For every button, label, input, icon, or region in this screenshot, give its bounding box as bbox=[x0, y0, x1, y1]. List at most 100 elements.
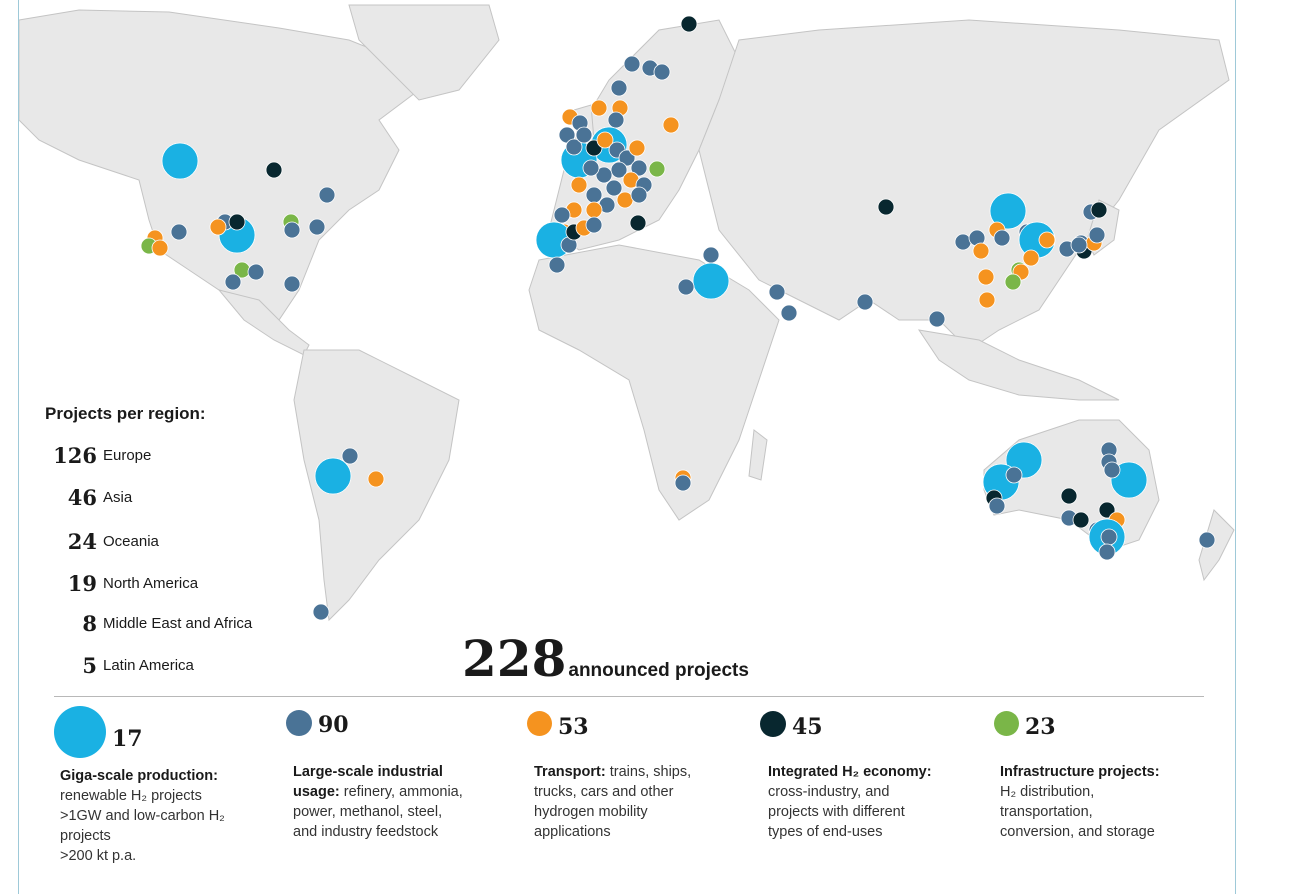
category-title: Infrastructure projects: bbox=[1000, 764, 1160, 780]
desc-line: hydrogen mobility bbox=[534, 804, 648, 820]
industrial-project-dot bbox=[1088, 226, 1106, 244]
transport-project-dot bbox=[978, 291, 996, 309]
region-row-latin-america: 5 Latin America bbox=[45, 650, 194, 680]
category-description: Integrated H₂ economy: cross-industry, a… bbox=[768, 762, 980, 842]
industrial-project-dot bbox=[548, 256, 566, 274]
integrated-project-dot bbox=[680, 15, 698, 33]
industrial-project-dot bbox=[993, 229, 1011, 247]
category-integrated: 45 Integrated H₂ economy: cross-industry… bbox=[760, 706, 980, 842]
region-name: Asia bbox=[103, 488, 133, 506]
region-legend: Projects per region: 126 Europe 46 Asia … bbox=[45, 404, 252, 678]
region-count: 8 bbox=[82, 610, 97, 636]
industrial-project-dot bbox=[585, 186, 603, 204]
category-description: Infrastructure projects: H₂ distribution… bbox=[1000, 762, 1204, 842]
category-giga: 17 Giga-scale production: renewable H₂ p… bbox=[54, 706, 274, 866]
continents bbox=[19, 4, 1235, 622]
region-count: 5 bbox=[82, 652, 97, 678]
integrated-project-dot bbox=[1060, 487, 1078, 505]
industrial-project-dot bbox=[702, 246, 720, 264]
desc-line: projects with different bbox=[768, 804, 905, 820]
category-title: Transport: bbox=[534, 764, 606, 780]
giga-project-dot bbox=[692, 262, 730, 300]
total-count: 228 bbox=[462, 629, 567, 688]
region-row-europe: 126 Europe bbox=[45, 440, 151, 470]
transport-project-dot bbox=[585, 201, 603, 219]
industrial-project-dot bbox=[585, 216, 603, 234]
transport-project-dot bbox=[1022, 249, 1040, 267]
desc-line: power, methanol, steel, bbox=[293, 804, 443, 820]
desc-line: types of end-uses bbox=[768, 824, 883, 840]
region-count: 24 bbox=[67, 528, 97, 554]
industrial-project-dot bbox=[575, 126, 593, 144]
category-title: Giga-scale production: bbox=[60, 768, 218, 784]
category-title-cont: usage: bbox=[293, 784, 340, 800]
asia bbox=[698, 19, 1230, 351]
transport-dot-icon bbox=[527, 711, 552, 736]
region-count: 46 bbox=[67, 484, 97, 510]
industrial-project-dot bbox=[312, 603, 330, 621]
desc-line: renewable H₂ projects bbox=[60, 788, 202, 804]
frame bbox=[18, 0, 1236, 894]
industrial-project-dot bbox=[308, 218, 326, 236]
transport-project-dot bbox=[570, 176, 588, 194]
north-america bbox=[19, 9, 420, 321]
region-count: 19 bbox=[67, 570, 97, 596]
region-name: Oceania bbox=[103, 532, 159, 550]
industrial-project-dot bbox=[565, 138, 583, 156]
transport-project-dot bbox=[972, 242, 990, 260]
region-row-oceania: 24 Oceania bbox=[45, 526, 159, 556]
industrial-project-dot bbox=[283, 221, 301, 239]
industrial-project-dot bbox=[610, 161, 628, 179]
desc-line: >1GW and low-carbon H₂ bbox=[60, 808, 225, 824]
integrated-project-dot bbox=[629, 214, 647, 232]
region-row-middle-east-africa: 8 Middle East and Africa bbox=[45, 608, 252, 638]
industrial-project-dot bbox=[1098, 543, 1116, 561]
infrastructure-project-dot bbox=[1004, 273, 1022, 291]
industrial-project-dot bbox=[1100, 528, 1118, 546]
region-legend-title: Projects per region: bbox=[45, 404, 206, 423]
industrial-project-dot bbox=[1070, 236, 1088, 254]
transport-project-dot bbox=[590, 99, 608, 117]
desc-line: H₂ distribution, bbox=[1000, 784, 1095, 800]
industrial-project-dot bbox=[1103, 461, 1121, 479]
category-description: Large-scale industrial usage: refinery, … bbox=[293, 762, 506, 842]
desc-line: cross-industry, and bbox=[768, 784, 890, 800]
africa bbox=[528, 244, 780, 521]
transport-project-dot bbox=[628, 139, 646, 157]
total-label: announced projects bbox=[568, 660, 749, 681]
category-title: Large-scale industrial bbox=[293, 764, 443, 780]
integrated-project-dot bbox=[265, 161, 283, 179]
industrial-project-dot bbox=[677, 278, 695, 296]
desc-line: trains, ships, bbox=[609, 764, 692, 780]
giga-project-dot bbox=[161, 142, 199, 180]
industrial-project-dot bbox=[988, 497, 1006, 515]
region-count: 126 bbox=[53, 442, 97, 468]
industrial-project-dot bbox=[170, 223, 188, 241]
divider bbox=[54, 696, 1204, 697]
category-title: Integrated H₂ economy: bbox=[768, 764, 932, 780]
giga-dot-icon bbox=[54, 706, 106, 758]
region-row-asia: 46 Asia bbox=[45, 482, 132, 512]
greenland bbox=[348, 4, 500, 101]
desc-line: refinery, ammonia, bbox=[343, 784, 463, 800]
new-zealand bbox=[1198, 509, 1235, 582]
region-name: Europe bbox=[103, 446, 152, 464]
transport-project-dot bbox=[151, 239, 169, 257]
industrial-project-dot bbox=[768, 283, 786, 301]
transport-project-dot bbox=[1038, 231, 1056, 249]
desc-line: transportation, bbox=[1000, 804, 1093, 820]
infrastructure-dot-icon bbox=[994, 711, 1019, 736]
industrial-project-dot bbox=[618, 149, 636, 167]
industrial-project-dot bbox=[595, 166, 613, 184]
industrial-project-dot bbox=[318, 186, 336, 204]
transport-project-dot bbox=[209, 218, 227, 236]
industrial-project-dot bbox=[582, 159, 600, 177]
project-dots bbox=[140, 15, 1216, 621]
category-count: 23 bbox=[1025, 714, 1056, 740]
desc-line: >200 kt p.a. bbox=[60, 848, 137, 864]
industrial-dot-icon bbox=[286, 710, 312, 736]
region-name: North America bbox=[103, 574, 199, 592]
industrial-project-dot bbox=[780, 304, 798, 322]
industrial-project-dot bbox=[674, 474, 692, 492]
industrial-project-dot bbox=[928, 310, 946, 328]
